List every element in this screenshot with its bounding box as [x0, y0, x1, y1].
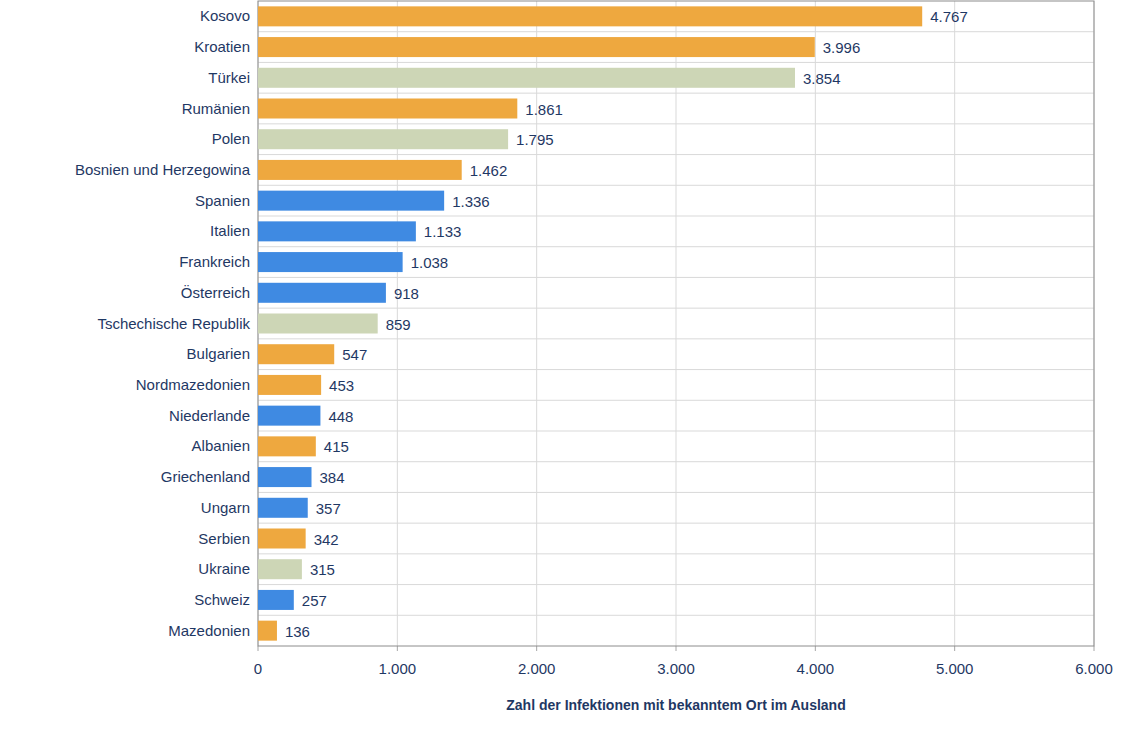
tick-mark: [397, 646, 398, 651]
bar: [258, 37, 815, 57]
category-label: Österreich: [181, 284, 250, 301]
bar: [258, 221, 416, 241]
data-label: 4.767: [930, 8, 968, 25]
data-label: 859: [386, 316, 411, 333]
bar: [258, 375, 321, 395]
bar: [258, 252, 403, 272]
tick-label: 0: [254, 660, 262, 677]
tick-label: 4.000: [797, 660, 835, 677]
tick-label: 2.000: [518, 660, 556, 677]
tick-mark: [815, 646, 816, 651]
data-label: 3.854: [803, 70, 841, 87]
bar: [258, 160, 462, 180]
data-label: 448: [328, 408, 353, 425]
category-label: Schweiz: [194, 591, 250, 608]
category-label: Frankreich: [179, 253, 250, 270]
data-label: 1.336: [452, 193, 490, 210]
data-label: 918: [394, 285, 419, 302]
category-label: Serbien: [198, 530, 250, 547]
tick-label: 3.000: [657, 660, 695, 677]
plot-frame: [258, 1, 1094, 646]
bar: [258, 529, 306, 549]
data-label: 257: [302, 592, 327, 609]
bar: [258, 621, 277, 641]
tick-mark: [954, 646, 955, 651]
data-label: 342: [314, 531, 339, 548]
bar: [258, 467, 312, 487]
bar: [258, 498, 308, 518]
data-label: 384: [320, 469, 345, 486]
data-label: 1.795: [516, 131, 554, 148]
bar: [258, 191, 444, 211]
data-label: 1.133: [424, 223, 462, 240]
x-axis-title: Zahl der Infektionen mit bekanntem Ort i…: [506, 697, 845, 713]
data-label: 1.462: [470, 162, 508, 179]
category-label: Ukraine: [198, 560, 250, 577]
tick-label: 6.000: [1075, 660, 1113, 677]
category-label: Spanien: [195, 192, 250, 209]
bar: [258, 436, 316, 456]
tick-label: 5.000: [936, 660, 974, 677]
bar: [258, 344, 334, 364]
tick-mark: [536, 646, 537, 651]
bars: [258, 6, 922, 640]
bar: [258, 6, 922, 26]
data-label: 547: [342, 346, 367, 363]
category-label: Niederlande: [169, 407, 250, 424]
grid-line: [815, 1, 816, 646]
data-label: 136: [285, 623, 310, 640]
category-label: Polen: [212, 130, 250, 147]
tick-label: 1.000: [379, 660, 417, 677]
bar: [258, 129, 508, 149]
category-label: Türkei: [208, 69, 250, 86]
category-label: Nordmazedonien: [136, 376, 250, 393]
bar: [258, 283, 386, 303]
bar: [258, 314, 378, 334]
bar: [258, 559, 302, 579]
tick-mark: [676, 646, 677, 651]
data-label: 3.996: [823, 39, 861, 56]
grid-line: [954, 1, 955, 646]
category-label: Rumänien: [182, 100, 250, 117]
data-label: 315: [310, 561, 335, 578]
category-label: Ungarn: [201, 499, 250, 516]
category-label: Bulgarien: [187, 345, 250, 362]
bar: [258, 590, 294, 610]
category-label: Kosovo: [200, 7, 250, 24]
data-label: 415: [324, 438, 349, 455]
data-label: 1.038: [411, 254, 449, 271]
tick-mark: [1094, 646, 1095, 651]
tick-mark: [258, 646, 259, 651]
grid-line: [676, 1, 677, 646]
category-label: Griechenland: [161, 468, 250, 485]
category-label: Italien: [210, 222, 250, 239]
bar: [258, 68, 795, 88]
category-label: Albanien: [192, 437, 250, 454]
category-label: Mazedonien: [168, 622, 250, 639]
data-label: 1.861: [525, 101, 563, 118]
grid-line: [536, 1, 537, 646]
category-label: Tschechische Republik: [97, 315, 250, 332]
chart: 0 1.000 2.000 3.000 4.000 5.000 6.000 Kosovo Kro…: [0, 0, 1134, 733]
bar: [258, 406, 320, 426]
category-label: Kroatien: [194, 38, 250, 55]
category-label: Bosnien und Herzegowina: [75, 161, 251, 178]
data-label: 357: [316, 500, 341, 517]
bar: [258, 99, 517, 119]
data-label: 453: [329, 377, 354, 394]
